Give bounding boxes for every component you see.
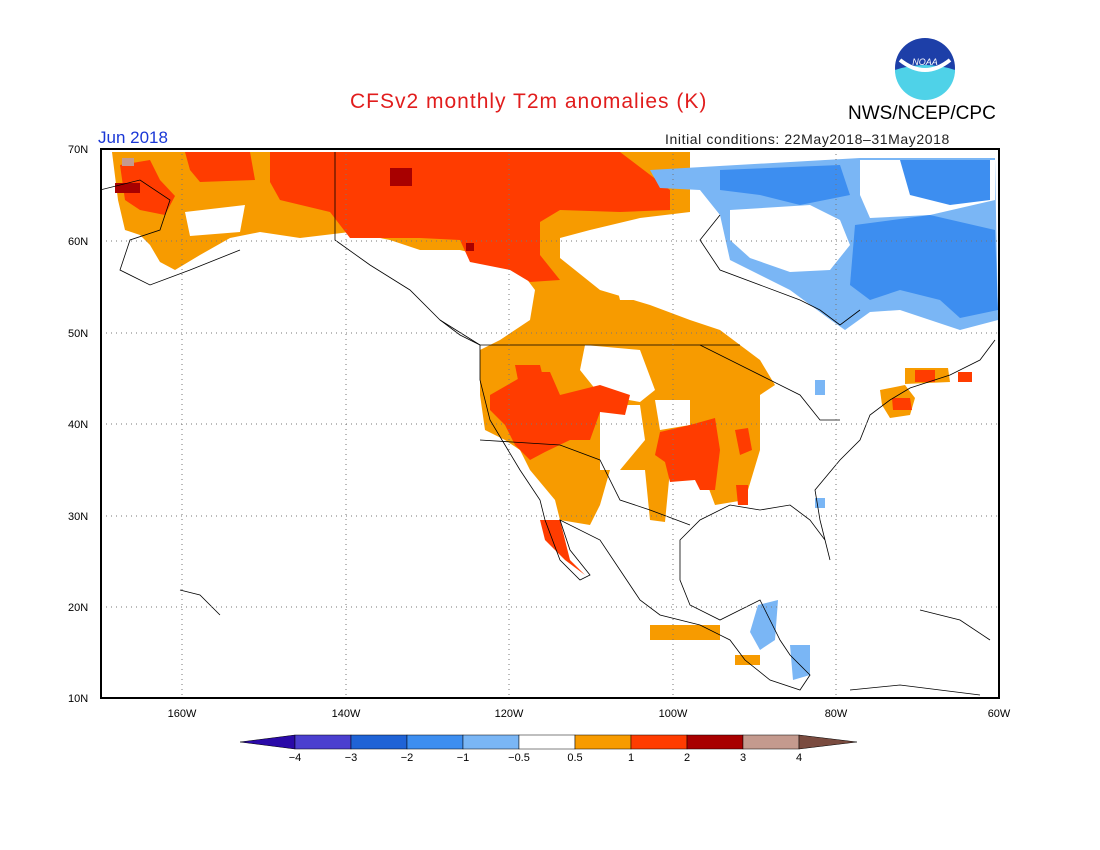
lat-label: 50N [68,328,88,340]
longitude-labels: 160W 140W 120W 100W 80W 60W [168,708,1011,720]
lat-label: 20N [68,602,88,614]
anomaly-region-northwest-canada-warm [270,152,670,282]
lon-label: 140W [332,708,361,720]
colorbar-label: −4 [289,752,302,764]
anomaly-region-central-america-cool [750,600,778,650]
lon-label: 100W [659,708,688,720]
noaa-logo-text: NOAA [912,57,938,67]
colorbar-label: 0.5 [567,752,582,764]
colorbar-label: −3 [345,752,358,764]
colorbar-swatch [742,734,800,750]
lat-label: 10N [68,693,88,705]
colorbar-swatch [462,734,520,750]
anomaly-fields [112,152,998,680]
colorbar-swatch [686,734,744,750]
colorbar: −4 −3 −2 −1 −0.5 0.5 1 2 3 4 [239,734,858,764]
noaa-logo: NOAA [895,38,955,100]
lon-label: 80W [825,708,848,720]
lat-label: 60N [68,236,88,248]
forecast-period: Jun 2018 [98,128,168,147]
lat-label: 70N [68,144,88,156]
colorbar-swatch [406,734,464,750]
initial-conditions: Initial conditions: 22May2018–31May2018 [665,131,950,147]
latitude-labels: 70N 60N 50N 40N 30N 20N 10N [68,144,88,705]
colorbar-label: 4 [796,752,802,764]
colorbar-label: 1 [628,752,634,764]
anomaly-region-great-basin-warm [490,372,630,460]
lon-label: 60W [988,708,1011,720]
colorbar-label: 3 [740,752,746,764]
lat-label: 30N [68,511,88,523]
colorbar-label: −1 [457,752,470,764]
colorbar-swatch [518,734,576,750]
colorbar-label: −0.5 [508,752,530,764]
anomaly-region-southern-plains-warm [655,418,720,490]
lat-label: 40N [68,419,88,431]
lon-label: 120W [495,708,524,720]
map-frame [100,148,1000,699]
colorbar-label: 2 [684,752,690,764]
colorbar-arrow-low [239,734,296,750]
colorbar-swatch [350,734,408,750]
agency-label: NWS/NCEP/CPC [848,103,996,124]
colorbar-arrow-high [798,734,858,750]
lon-label: 160W [168,708,197,720]
map-title: CFSv2 monthly T2m anomalies (K) [350,90,708,113]
colorbar-swatch [630,734,688,750]
colorbar-label: −2 [401,752,414,764]
colorbar-swatch [294,734,352,750]
colorbar-swatch [574,734,632,750]
coastlines [101,152,996,696]
